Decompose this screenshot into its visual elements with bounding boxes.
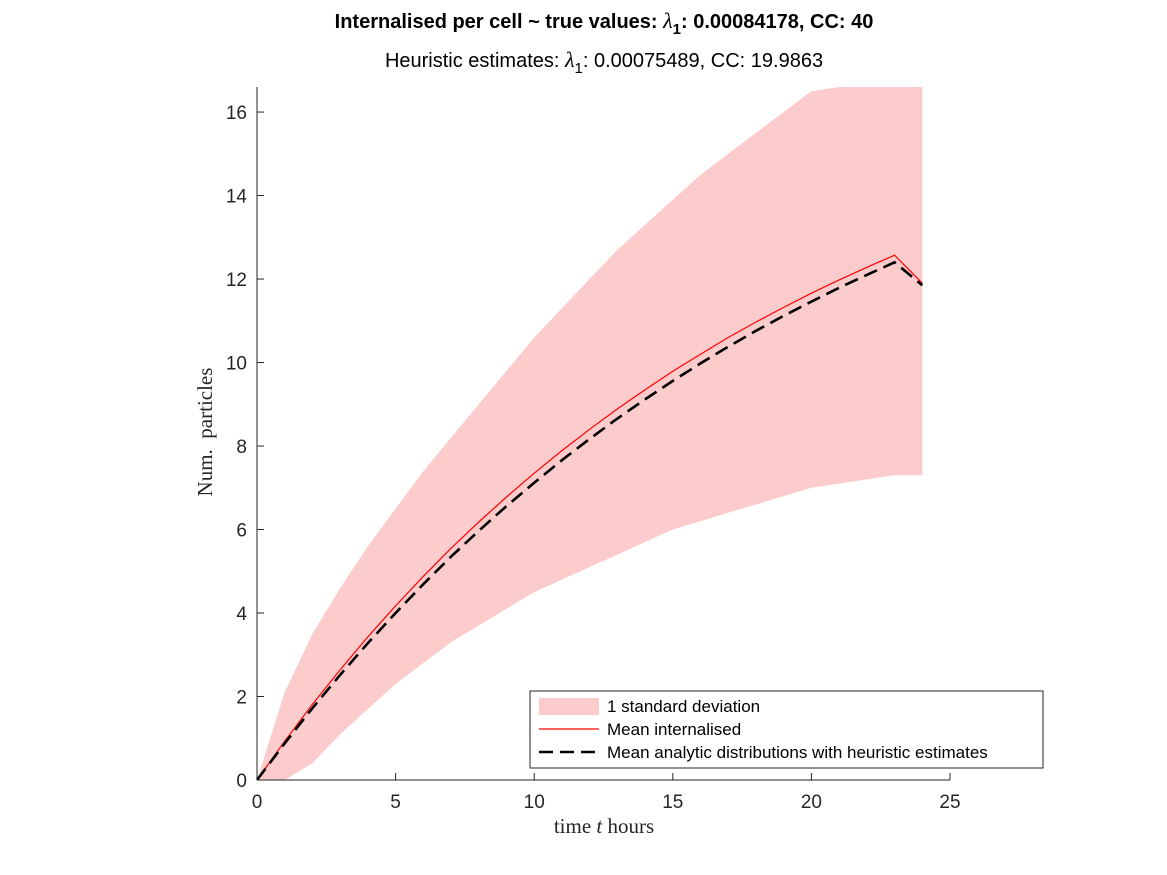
x-tick-label: 5 (390, 792, 401, 813)
y-tick-label: 12 (226, 270, 247, 291)
y-tick-label: 8 (236, 437, 247, 458)
legend-label-mean: Mean internalised (607, 720, 741, 739)
y-tick-label: 2 (236, 688, 247, 709)
y-tick-label: 6 (236, 521, 247, 542)
x-tick-label: 0 (252, 792, 263, 813)
axes: 0 5 10 15 20 25 0 2 4 6 8 10 12 14 16 (226, 87, 961, 813)
chart-title: Internalised per cell ~ true values: λ1:… (335, 8, 874, 38)
y-tick-label: 14 (226, 187, 248, 208)
y-ticks: 0 2 4 6 8 10 12 14 16 (226, 103, 264, 792)
y-tick-label: 16 (226, 103, 247, 124)
legend-label-band: 1 standard deviation (607, 697, 760, 716)
y-tick-label: 10 (226, 354, 247, 375)
x-tick-label: 10 (524, 792, 545, 813)
legend-swatch-band (539, 698, 599, 715)
mean-internalised-line (256, 254, 923, 781)
legend: 1 standard deviation Mean internalised M… (529, 690, 1044, 769)
x-tick-label: 15 (662, 792, 683, 813)
x-ticks: 0 5 10 15 20 25 (252, 773, 961, 813)
mean-analytic-line (255, 260, 924, 781)
x-axis-label: time t hours (554, 814, 654, 838)
chart-subtitle: Heuristic estimates: λ1: 0.00075489, CC:… (385, 47, 823, 77)
plot-area (255, 87, 924, 781)
y-tick-label: 0 (236, 771, 247, 792)
legend-box (529, 690, 1044, 769)
std-dev-band (257, 87, 923, 780)
y-tick-label: 4 (236, 604, 247, 625)
legend-label-analytic: Mean analytic distributions with heurist… (607, 743, 988, 762)
y-axis-label: Num. particles (193, 368, 217, 497)
x-tick-label: 25 (939, 792, 960, 813)
x-tick-label: 20 (801, 792, 822, 813)
